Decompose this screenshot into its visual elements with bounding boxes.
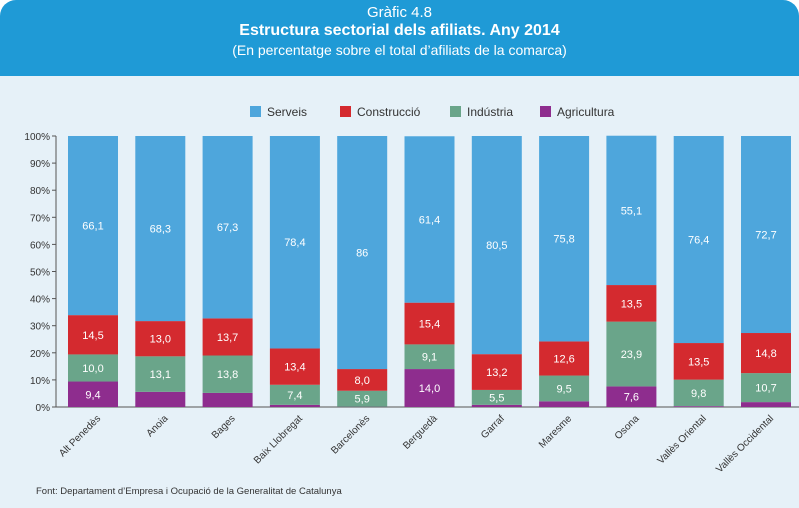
chart-title: Estructura sectorial dels afiliats. Any …	[0, 22, 799, 40]
bar-agricultura	[741, 402, 791, 407]
data-label: 86	[356, 248, 368, 260]
data-label: 23,9	[621, 349, 642, 361]
legend-swatch-construcció	[340, 106, 351, 117]
data-label: 15,4	[419, 319, 440, 331]
data-label: 12,6	[553, 353, 574, 365]
data-label: 55,1	[621, 205, 642, 217]
x-tick-label: Vallès Oriental	[656, 413, 709, 466]
bar-agricultura	[539, 401, 589, 407]
y-tick-label: 100%	[24, 132, 50, 143]
legend-label: Serveis	[267, 105, 307, 119]
chart-subtitle: (En percentatge sobre el total d’afiliat…	[0, 42, 799, 58]
data-label: 14,8	[755, 348, 776, 360]
x-tick-label: Vallès Occidental	[714, 413, 776, 475]
data-label: 13,0	[150, 334, 171, 346]
data-label: 7,4	[287, 390, 302, 402]
legend-label: Construcció	[357, 105, 421, 119]
bar-agricultura	[135, 392, 185, 407]
data-label: 13,8	[217, 369, 238, 381]
data-label: 10,0	[82, 363, 103, 375]
legend-swatch-indústria	[450, 106, 461, 117]
data-label: 13,1	[150, 369, 171, 381]
data-label: 5,5	[489, 392, 504, 404]
x-tick-label: Barcelonès	[329, 413, 372, 456]
data-label: 66,1	[82, 221, 103, 233]
data-label: 61,4	[419, 214, 440, 226]
data-label: 13,7	[217, 332, 238, 344]
bar-agricultura	[203, 393, 253, 407]
y-tick-label: 80%	[30, 186, 50, 197]
data-label: 7,6	[624, 392, 639, 404]
data-label: 9,5	[556, 383, 571, 395]
y-tick-label: 20%	[30, 349, 50, 360]
data-label: 10,7	[755, 383, 776, 395]
y-tick-label: 40%	[30, 295, 50, 306]
data-label: 9,1	[422, 352, 437, 364]
source-note: Font: Departament d’Empresa i Ocupació d…	[36, 486, 342, 497]
figure-label: Gràfic 4.8	[0, 4, 799, 21]
legend-swatch-agricultura	[540, 106, 551, 117]
stacked-bar-chart: 0% 10% 20% 30% 40% 50% 60% 70% 80% 90% 100% Serveis…	[0, 76, 799, 486]
chart-header: Gràfic 4.8 Estructura sectorial dels afi…	[0, 0, 799, 76]
data-label: 13,4	[284, 362, 305, 374]
data-label: 80,5	[486, 240, 507, 252]
data-label: 13,5	[688, 356, 709, 368]
data-label: 13,2	[486, 367, 507, 379]
legend-swatch-serveis	[250, 106, 261, 117]
legend-label: Agricultura	[557, 105, 615, 119]
x-tick-label: Baix Llobregat	[252, 413, 305, 466]
x-tick-label: Alt Penedès	[57, 413, 103, 459]
data-label: 78,4	[284, 237, 305, 249]
x-tick-label: Berguedà	[401, 413, 440, 452]
data-label: 67,3	[217, 222, 238, 234]
data-label: 14,0	[419, 383, 440, 395]
bar-agricultura	[270, 405, 320, 407]
y-tick-label: 10%	[30, 376, 50, 387]
bar-agricultura	[472, 405, 522, 407]
x-tick-label: Maresme	[537, 413, 575, 451]
data-label: 14,5	[82, 330, 103, 342]
data-label: 9,8	[691, 388, 706, 400]
data-label: 76,4	[688, 235, 709, 247]
data-label: 13,5	[621, 298, 642, 310]
data-label: 9,4	[85, 389, 100, 401]
y-tick-label: 0%	[36, 403, 51, 414]
y-tick-label: 30%	[30, 322, 50, 333]
legend-label: Indústria	[467, 105, 513, 119]
x-tick-label: Garraf	[479, 413, 507, 441]
y-tick-label: 70%	[30, 213, 50, 224]
y-tick-label: 90%	[30, 159, 50, 170]
data-label: 68,3	[150, 224, 171, 236]
y-tick-label: 60%	[30, 240, 50, 251]
data-label: 75,8	[553, 234, 574, 246]
x-tick-label: Anoia	[145, 413, 171, 439]
x-tick-label: Bages	[210, 413, 238, 441]
data-label: 72,7	[755, 230, 776, 242]
data-label: 8,0	[355, 375, 370, 387]
bar-agricultura	[674, 406, 724, 407]
data-label: 5,9	[355, 394, 370, 406]
x-tick-label: Osona	[613, 413, 642, 442]
y-tick-label: 50%	[30, 268, 50, 279]
